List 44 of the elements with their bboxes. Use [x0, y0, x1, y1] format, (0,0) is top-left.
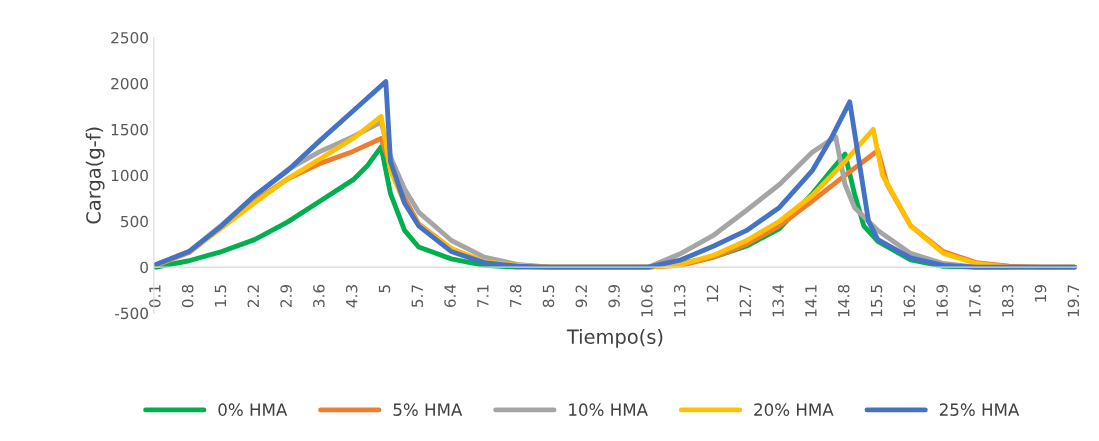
x-tick-label: 14.8 — [837, 284, 850, 317]
y-tick-label: 2000 — [111, 77, 148, 90]
x-tick-label: 16.2 — [903, 285, 916, 317]
line-series — [153, 79, 1078, 270]
x-tick-label: 8.5 — [542, 285, 555, 308]
x-tick-label: 12.7 — [739, 285, 751, 317]
x-tick-label: 7.8 — [509, 284, 522, 307]
x-tick-label: 9.9 — [608, 284, 620, 308]
x-tick-label: 13.4 — [772, 284, 784, 317]
x-tick-label: 5 — [378, 285, 391, 293]
x-tick-label: 0.8 — [181, 284, 194, 308]
x-tick-label: 0.1 — [149, 285, 161, 308]
x-tick-label: 9.2 — [575, 285, 588, 308]
legend-label: 25% HMA — [939, 403, 1020, 416]
x-axis-title: Tiempo(s) — [566, 328, 663, 348]
x-tick-label: 2.2 — [247, 285, 259, 308]
y-tick-label: -500 — [115, 307, 148, 320]
x-tick-label: 18.3 — [1001, 285, 1014, 317]
x-tick-label: 17.6 — [969, 284, 981, 317]
y-tick-label: 2500 — [111, 31, 148, 44]
x-tick-label: 4.3 — [345, 285, 358, 308]
y-axis-title: Carga(g-f) — [85, 127, 105, 224]
x-tick-label: 15.5 — [870, 285, 883, 317]
x-tick-label: 19.7 — [1067, 285, 1080, 317]
y-tick-label: 0 — [140, 261, 148, 274]
x-tick-label: 14.1 — [805, 285, 817, 317]
x-tick-label: 19 — [1034, 284, 1047, 302]
x-tick-label: 16.9 — [936, 284, 948, 317]
legend-label: 10% HMA — [569, 403, 648, 416]
legend-label: 20% HMA — [754, 403, 834, 416]
x-tick-label: 6.4 — [444, 284, 456, 308]
x-tick-label: 3.6 — [313, 284, 325, 307]
x-tick-label: 1.5 — [214, 285, 227, 307]
x-tick-label: 11.3 — [673, 285, 686, 317]
x-tick-label: 7.1 — [477, 285, 489, 307]
y-tick-label: 1500 — [111, 123, 148, 136]
y-tick-label: 1000 — [111, 169, 148, 182]
x-tick-label: 10.6 — [641, 284, 653, 317]
x-tick-label: 5.7 — [411, 285, 424, 307]
x-tick-label: 2.9 — [280, 284, 292, 308]
y-tick-label: 500 — [121, 215, 148, 228]
legend-label: 0% HMA — [218, 403, 288, 416]
legend-label: 5% HMA — [393, 403, 463, 416]
x-tick-label: 12 — [706, 285, 719, 302]
